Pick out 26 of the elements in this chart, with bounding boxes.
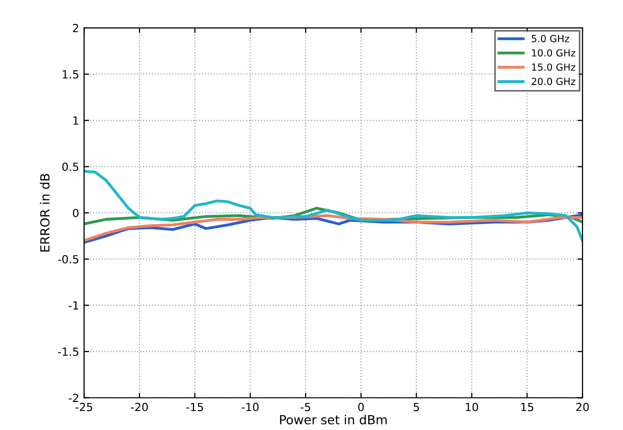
legend-label: 10.0 GHz <box>532 49 576 57</box>
x-tick-label: -10 <box>242 402 259 412</box>
y-tick-label: -1 <box>68 301 78 310</box>
x-tick-label: -20 <box>130 402 148 412</box>
legend-label: 5.0 GHz <box>532 34 570 42</box>
x-tick-label: 15 <box>521 402 534 412</box>
y-tick-label: 0.5 <box>62 162 78 172</box>
x-tick-label: 5 <box>414 402 419 412</box>
x-axis-title: Power set in dBm <box>280 414 387 424</box>
y-tick-label: 1.5 <box>62 70 78 79</box>
x-tick-label: 0 <box>358 402 364 412</box>
x-tick-label: 10 <box>466 402 478 412</box>
x-tick-label: -5 <box>300 402 310 412</box>
legend-label: 20.0 GHz <box>532 78 576 86</box>
y-tick-label: 1 <box>73 116 78 125</box>
y-tick-label: 2 <box>72 24 78 32</box>
y-axis-title: ERROR in dB <box>40 174 50 252</box>
y-tick-label: -0.5 <box>58 255 78 264</box>
y-tick-label: 0 <box>72 208 79 218</box>
x-tick-label: 20 <box>576 402 589 412</box>
y-tick-label: -2 <box>68 394 78 402</box>
line-series <box>84 170 583 242</box>
x-tick-label: -25 <box>76 402 92 412</box>
x-tick-label: -15 <box>186 402 203 412</box>
legend-label: 15.0 GHz <box>532 63 576 71</box>
y-tick-label: -1.5 <box>58 348 78 356</box>
